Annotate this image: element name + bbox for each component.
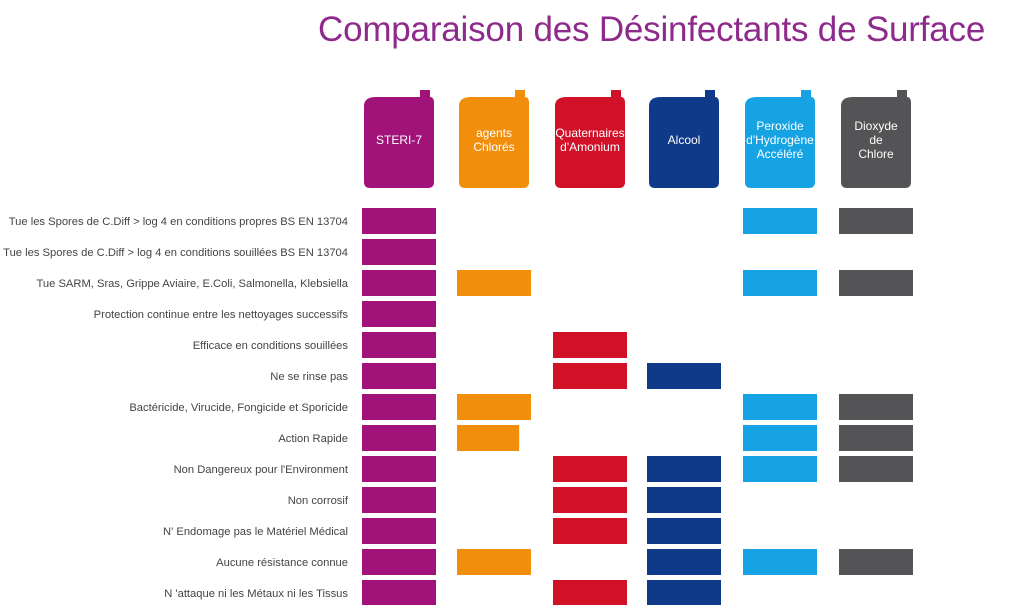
bar-1 bbox=[362, 301, 436, 327]
container-body bbox=[555, 90, 625, 188]
bar-3 bbox=[553, 518, 627, 544]
product-label: d'Hydrogène bbox=[746, 133, 814, 147]
container-handle bbox=[761, 93, 795, 96]
bar-6 bbox=[839, 425, 913, 451]
product-container-4: Alcool bbox=[649, 90, 719, 188]
bar-4 bbox=[647, 487, 721, 513]
criterion-label: Bactéricide, Virucide, Fongicide et Spor… bbox=[129, 402, 348, 414]
bar-5 bbox=[743, 270, 817, 296]
bar-6 bbox=[839, 208, 913, 234]
bar-1 bbox=[362, 487, 436, 513]
container-handle bbox=[571, 93, 605, 96]
container-body bbox=[649, 90, 719, 188]
container-body bbox=[841, 90, 911, 188]
bar-4 bbox=[647, 456, 721, 482]
bar-3 bbox=[553, 363, 627, 389]
product-label: STERI-7 bbox=[376, 133, 422, 147]
product-container-1: STERI-7 bbox=[364, 90, 434, 188]
container-handle bbox=[665, 93, 699, 96]
criterion-label: Aucune résistance connue bbox=[216, 557, 348, 569]
criterion-label: Tue SARM, Sras, Grippe Aviaire, E.Coli, … bbox=[36, 278, 348, 290]
container-body bbox=[364, 90, 434, 188]
container-body bbox=[459, 90, 529, 188]
criterion-label: N 'attaque ni les Métaux ni les Tissus bbox=[164, 588, 348, 600]
bar-1 bbox=[362, 518, 436, 544]
container-handle bbox=[857, 93, 891, 96]
bar-1 bbox=[362, 332, 436, 358]
bar-3 bbox=[553, 580, 627, 605]
product-label: de bbox=[869, 133, 883, 147]
bar-1 bbox=[362, 456, 436, 482]
product-label: d'Amonium bbox=[560, 140, 620, 154]
product-label: Dioxyde bbox=[854, 119, 898, 133]
bar-5 bbox=[743, 456, 817, 482]
criterion-label: N' Endomage pas le Matériel Médical bbox=[163, 526, 348, 538]
bar-1 bbox=[362, 394, 436, 420]
bar-1 bbox=[362, 208, 436, 234]
bar-4 bbox=[647, 363, 721, 389]
bar-6 bbox=[839, 270, 913, 296]
bar-5 bbox=[743, 425, 817, 451]
bar-6 bbox=[839, 394, 913, 420]
product-label: Alcool bbox=[668, 133, 701, 147]
criterion-label: Ne se rinse pas bbox=[270, 371, 348, 383]
criterion-label: Protection continue entre les nettoyages… bbox=[94, 309, 349, 321]
product-label: agents bbox=[476, 126, 512, 140]
container-handle bbox=[475, 93, 509, 96]
product-label: Chlore bbox=[858, 147, 894, 161]
bar-4 bbox=[647, 549, 721, 575]
bar-5 bbox=[743, 394, 817, 420]
bar-3 bbox=[553, 456, 627, 482]
bar-5 bbox=[743, 549, 817, 575]
product-label: Quaternaires bbox=[555, 126, 624, 140]
bar-1 bbox=[362, 425, 436, 451]
bar-2 bbox=[457, 270, 531, 296]
container-handle bbox=[380, 93, 414, 96]
criterion-label: Action Rapide bbox=[278, 433, 348, 445]
bar-1 bbox=[362, 549, 436, 575]
bar-2 bbox=[457, 394, 531, 420]
product-label: Peroxide bbox=[756, 119, 804, 133]
criterion-label: Non Dangereux pour l'Environment bbox=[174, 464, 349, 476]
bar-4 bbox=[647, 580, 721, 605]
chart-title: Comparaison des Désinfectants de Surface bbox=[318, 10, 986, 49]
bar-1 bbox=[362, 239, 436, 265]
bar-1 bbox=[362, 580, 436, 605]
criterion-label: Tue les Spores de C.Diff > log 4 en cond… bbox=[3, 247, 348, 259]
bar-2 bbox=[457, 549, 531, 575]
criterion-label: Non corrosif bbox=[288, 495, 349, 507]
bar-1 bbox=[362, 270, 436, 296]
criterion-label: Efficace en conditions souillées bbox=[193, 340, 349, 352]
container-body bbox=[745, 90, 815, 188]
bar-5 bbox=[743, 208, 817, 234]
product-label: Chlorés bbox=[473, 140, 514, 154]
bar-1 bbox=[362, 363, 436, 389]
bar-6 bbox=[839, 456, 913, 482]
criterion-label: Tue les Spores de C.Diff > log 4 en cond… bbox=[9, 216, 348, 228]
bar-3 bbox=[553, 487, 627, 513]
bar-6 bbox=[839, 549, 913, 575]
product-label: Accéléré bbox=[757, 147, 804, 161]
bar-4 bbox=[647, 518, 721, 544]
bar-3 bbox=[553, 332, 627, 358]
bar-2 bbox=[457, 425, 520, 451]
